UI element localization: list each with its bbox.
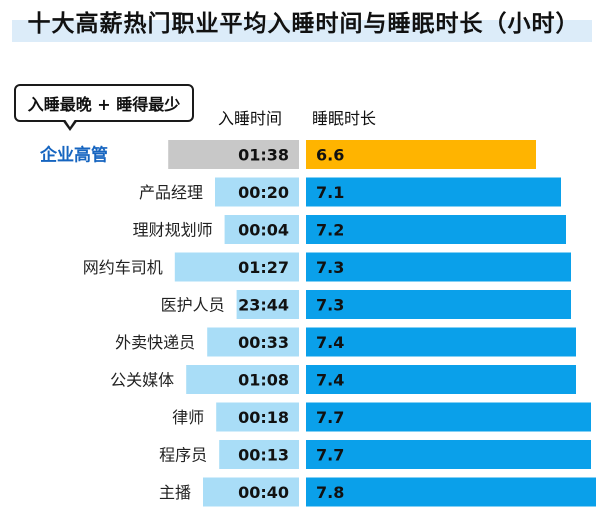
sleep-hours-label: 7.2 bbox=[316, 221, 344, 240]
bedtime-bar bbox=[174, 252, 299, 282]
bedtime-label: 01:27 bbox=[238, 258, 289, 277]
bedtime-bar bbox=[236, 290, 299, 319]
category-label: 理财规划师 bbox=[133, 221, 213, 240]
sleep-bar bbox=[306, 252, 571, 282]
bedtime-label: 23:44 bbox=[238, 296, 289, 315]
sleep-bar bbox=[306, 365, 576, 394]
sleep-hours-label: 7.1 bbox=[316, 183, 344, 202]
sleep-hours-label: 7.7 bbox=[316, 446, 344, 465]
sleep-hours-label: 7.4 bbox=[316, 333, 344, 352]
bedtime-label: 00:20 bbox=[238, 183, 289, 202]
sleep-bar bbox=[306, 177, 561, 207]
sleep-hours-label: 7.4 bbox=[316, 371, 344, 390]
bedtime-label: 00:04 bbox=[238, 221, 289, 240]
bedtime-bar bbox=[219, 440, 299, 469]
callout-pointer bbox=[62, 118, 78, 131]
sleep-hours-label: 7.3 bbox=[316, 258, 344, 277]
category-label: 企业高管 bbox=[39, 145, 108, 166]
sleep-hours-label: 6.6 bbox=[316, 146, 344, 165]
sleep-hours-label: 7.3 bbox=[316, 296, 344, 315]
sleep-bar bbox=[306, 477, 596, 507]
sleep-bar bbox=[306, 440, 591, 469]
bedtime-label: 00:40 bbox=[238, 483, 289, 502]
bedtime-bar bbox=[224, 215, 299, 244]
sleep-bar bbox=[306, 290, 571, 319]
category-label: 律师 bbox=[172, 408, 204, 427]
bedtime-label: 01:38 bbox=[238, 146, 289, 165]
bedtime-bar bbox=[207, 327, 299, 357]
sleep-bar bbox=[306, 140, 536, 169]
sleep-hours-label: 7.8 bbox=[316, 483, 344, 502]
category-label: 程序员 bbox=[159, 446, 207, 465]
bedtime-bar bbox=[216, 402, 299, 432]
bedtime-bar bbox=[186, 365, 299, 394]
bedtime-bar bbox=[203, 477, 299, 507]
sleep-bar bbox=[306, 327, 576, 357]
category-label: 产品经理 bbox=[139, 183, 203, 202]
category-label: 医护人员 bbox=[161, 296, 225, 315]
category-label: 外卖快递员 bbox=[115, 333, 195, 352]
bedtime-column-header: 入睡时间 bbox=[218, 109, 283, 128]
bedtime-label: 01:08 bbox=[238, 371, 289, 390]
sleep-column-header: 睡眠时长 bbox=[312, 109, 377, 128]
chart-title: 十大高薪热门职业平均入睡时间与睡眠时长（小时） bbox=[27, 11, 580, 37]
callout-text: 入睡最晚 + 睡得最少 bbox=[27, 95, 181, 114]
category-label: 网约车司机 bbox=[83, 258, 163, 277]
category-label: 主播 bbox=[159, 483, 191, 502]
sleep-bar bbox=[306, 402, 591, 432]
sleep-hours-label: 7.7 bbox=[316, 408, 344, 427]
category-label: 公关媒体 bbox=[110, 371, 174, 390]
bedtime-label: 00:13 bbox=[238, 446, 289, 465]
callout-box: 入睡最晚 + 睡得最少 bbox=[14, 84, 194, 122]
title-highlight bbox=[12, 20, 592, 42]
bedtime-bar bbox=[168, 140, 299, 169]
bedtime-bar bbox=[215, 177, 299, 207]
bedtime-label: 00:33 bbox=[238, 333, 289, 352]
bedtime-label: 00:18 bbox=[238, 408, 289, 427]
sleep-bar bbox=[306, 215, 566, 244]
